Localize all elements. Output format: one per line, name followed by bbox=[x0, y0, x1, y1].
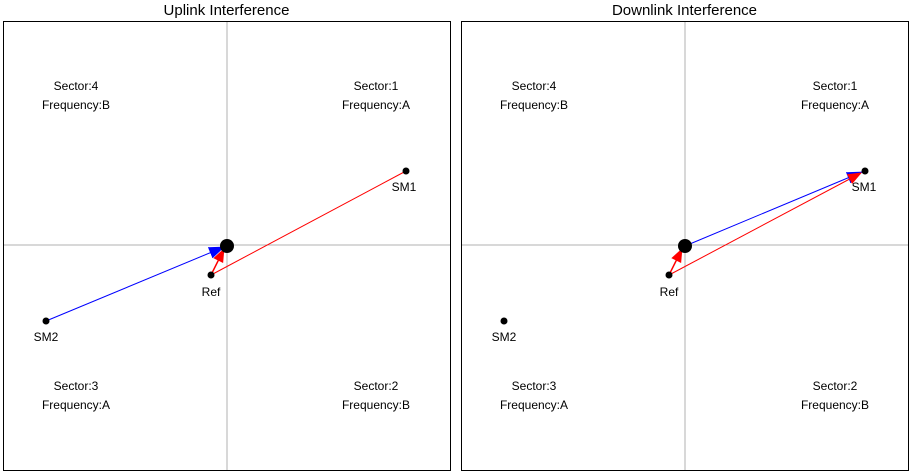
uplink-sector3-label: Sector:3 bbox=[54, 379, 99, 393]
uplink-sm2-point bbox=[42, 317, 50, 325]
downlink-ref-label: Ref bbox=[660, 285, 679, 299]
uplink-sector2-label: Sector:2 bbox=[354, 379, 399, 393]
downlink-panel: Sector:4 Frequency:B Sector:1 Frequency:… bbox=[461, 21, 909, 471]
downlink-sector3-label: Sector:3 bbox=[512, 379, 557, 393]
uplink-sector2-frequency: Frequency:B bbox=[342, 398, 410, 412]
uplink-frame bbox=[3, 21, 451, 471]
downlink-frame bbox=[461, 21, 909, 471]
downlink-ref-to-base-arrow bbox=[668, 248, 683, 276]
uplink-sector1-frequency: Frequency:A bbox=[342, 98, 410, 112]
downlink-sector4-label: Sector:4 bbox=[512, 79, 557, 93]
uplink-base-station-point bbox=[220, 239, 234, 253]
uplink-sector4-label: Sector:4 bbox=[54, 79, 99, 93]
downlink-sm2-point bbox=[500, 317, 508, 325]
downlink-sector2-frequency: Frequency:B bbox=[801, 398, 869, 412]
downlink-sm1-label: SM1 bbox=[852, 180, 877, 194]
downlink-sector2-label: Sector:2 bbox=[813, 379, 858, 393]
downlink-base-to-sm1-arrow bbox=[684, 171, 863, 247]
downlink-panel-title: Downlink Interference bbox=[611, 2, 758, 19]
uplink-sm2-label: SM2 bbox=[34, 330, 59, 344]
uplink-sector1-label: Sector:1 bbox=[354, 79, 399, 93]
uplink-panel: Sector:4 Frequency:B Sector:1 Frequency:… bbox=[3, 21, 451, 471]
uplink-sm2-to-base-arrow bbox=[45, 246, 225, 322]
downlink-ref-point bbox=[665, 271, 673, 279]
downlink-sector1-frequency: Frequency:A bbox=[801, 98, 869, 112]
uplink-sector3-frequency: Frequency:A bbox=[42, 398, 110, 412]
downlink-sm1-point bbox=[861, 167, 869, 175]
uplink-sm1-label: SM1 bbox=[392, 180, 417, 194]
uplink-ref-label: Ref bbox=[202, 285, 221, 299]
downlink-sector1-label: Sector:1 bbox=[813, 79, 858, 93]
uplink-panel-title: Uplink Interference bbox=[163, 2, 290, 19]
downlink-base-station-point bbox=[678, 239, 692, 253]
uplink-sm1-to-ref-line bbox=[210, 170, 407, 276]
uplink-ref-to-base-arrow bbox=[210, 248, 225, 276]
downlink-ref-to-sm1-line bbox=[668, 172, 862, 276]
uplink-sm1-point bbox=[402, 167, 410, 175]
downlink-sector3-frequency: Frequency:A bbox=[500, 398, 568, 412]
downlink-sector4-frequency: Frequency:B bbox=[500, 98, 568, 112]
uplink-sector4-frequency: Frequency:B bbox=[42, 98, 110, 112]
downlink-sm2-label: SM2 bbox=[492, 330, 517, 344]
uplink-ref-point bbox=[207, 271, 215, 279]
